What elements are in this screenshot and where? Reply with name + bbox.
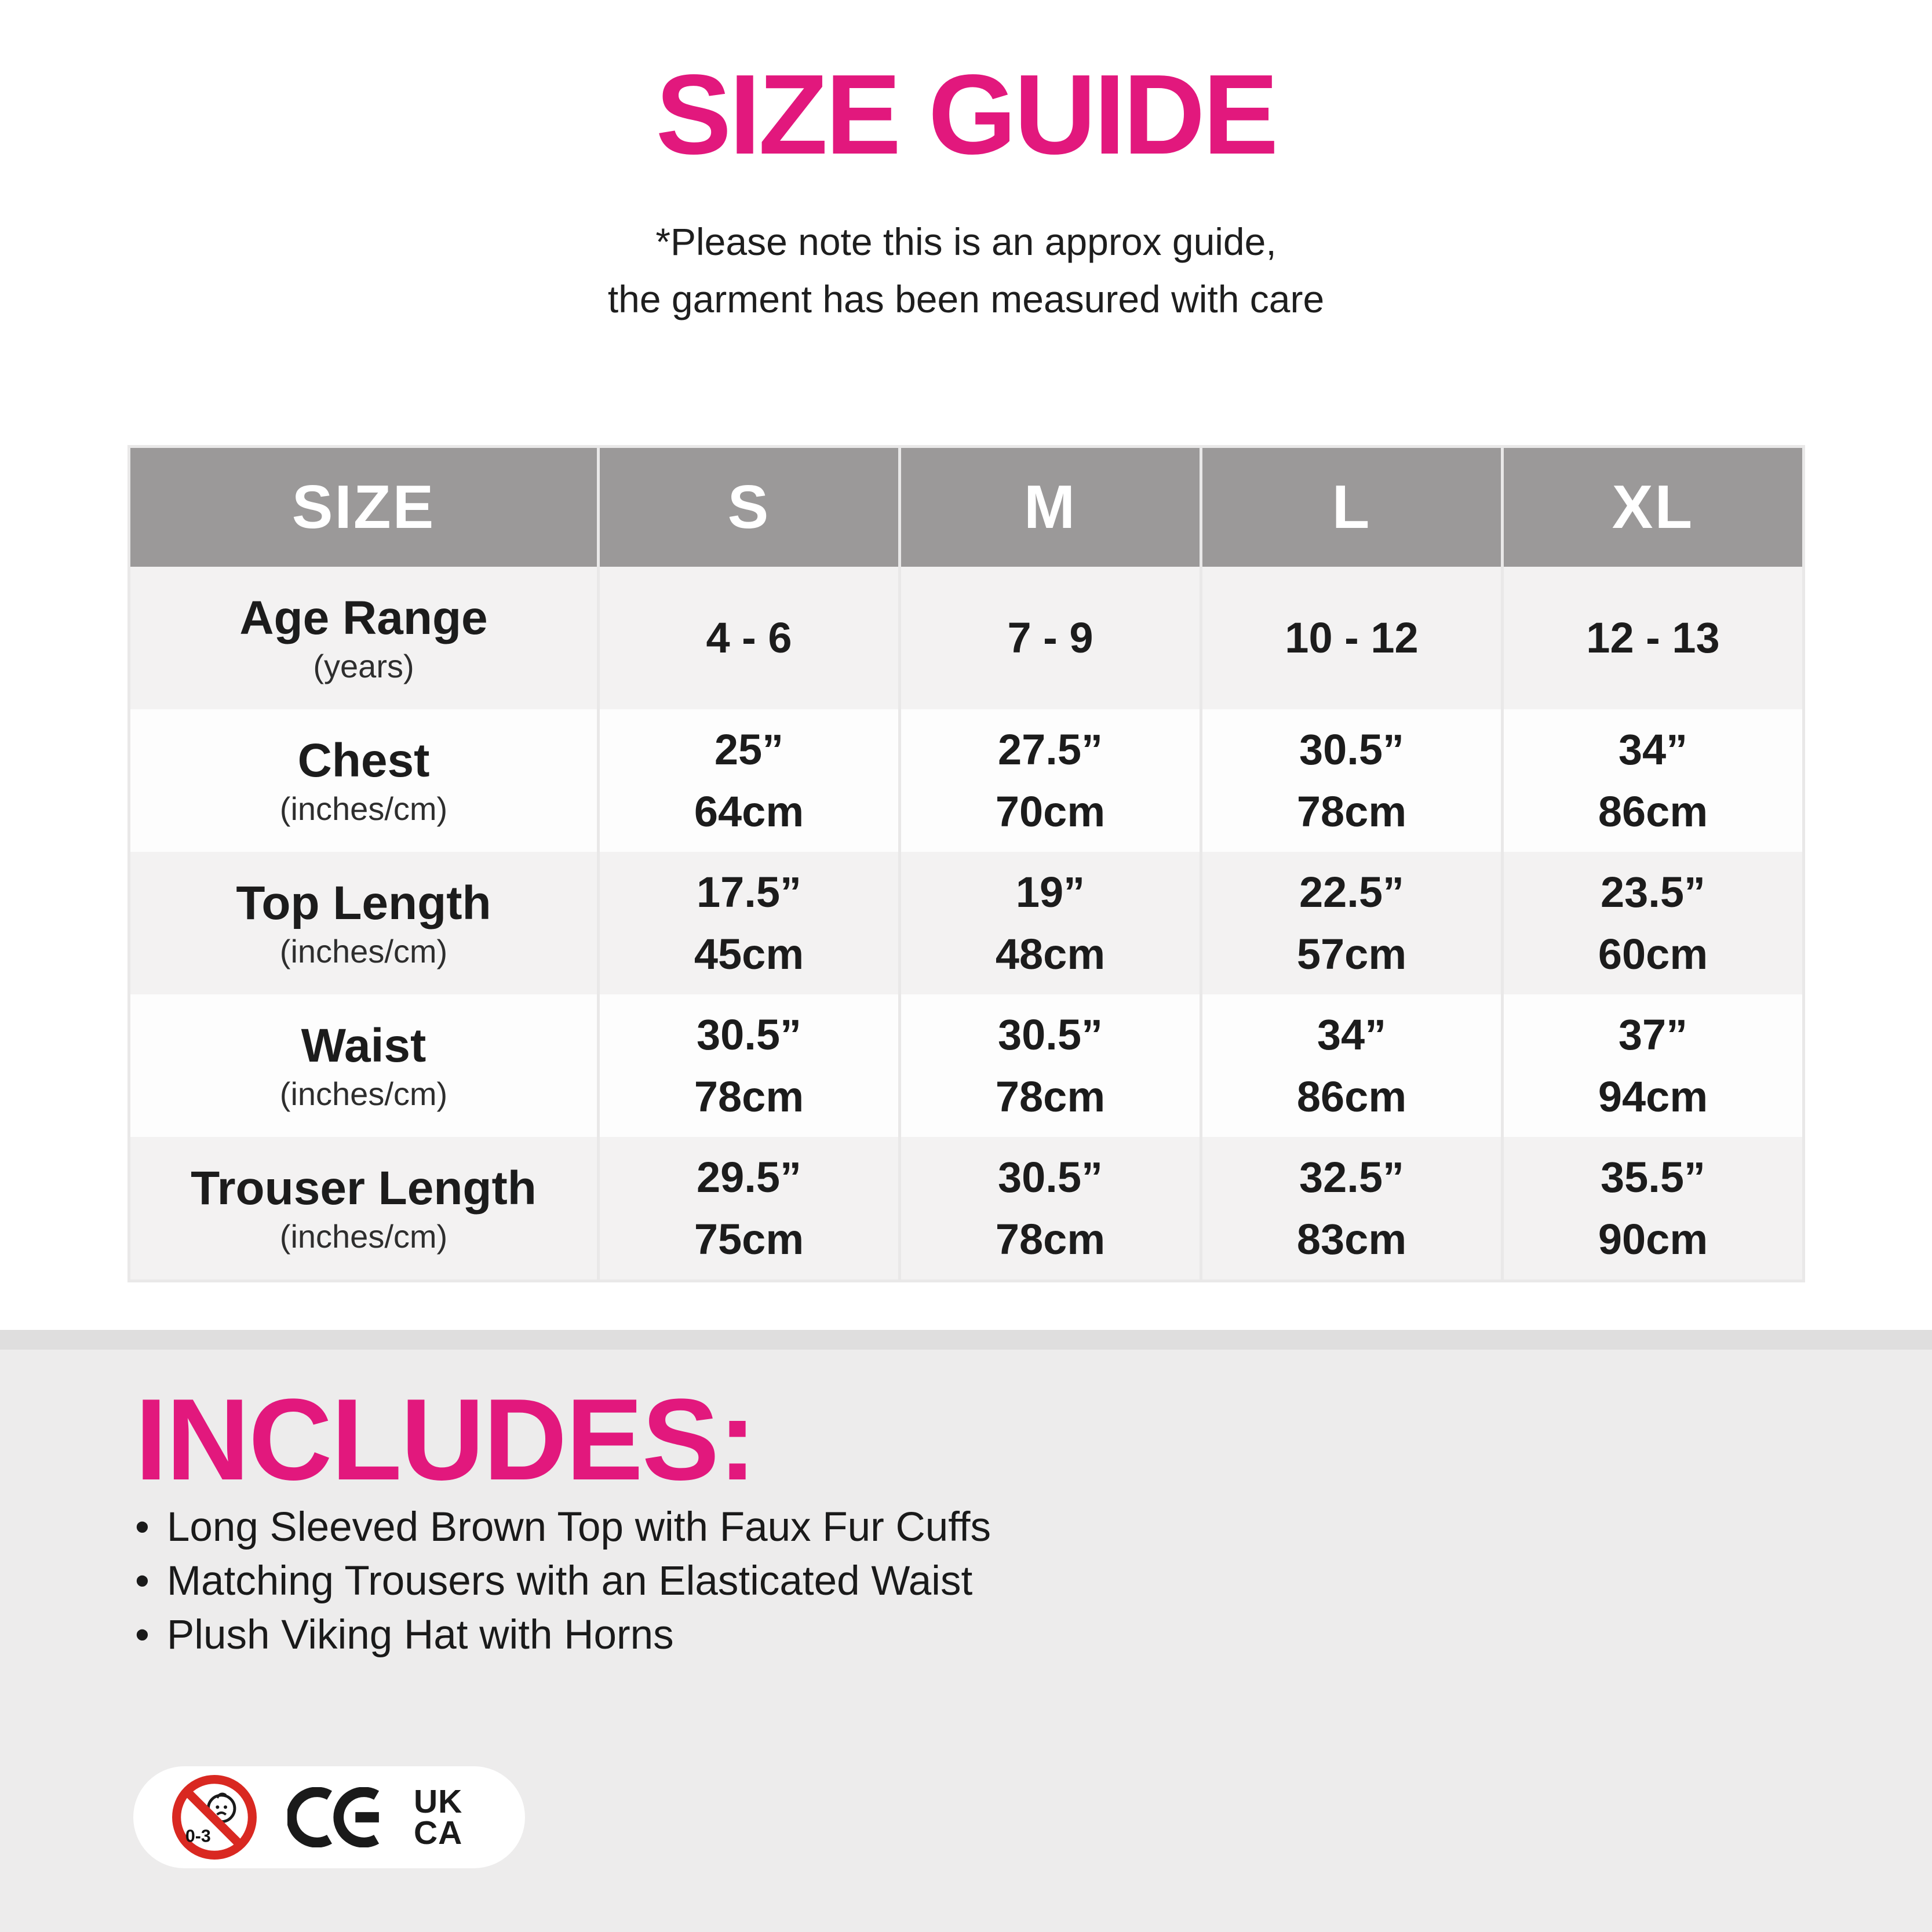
size-cell: 30.5” 78cm	[898, 994, 1201, 1137]
age-warning-label: 0-3	[185, 1827, 211, 1846]
size-cell: 27.5” 70cm	[898, 709, 1201, 852]
row-sublabel: (inches/cm)	[279, 1218, 448, 1255]
row-label: Age Range	[239, 592, 488, 645]
table-row-age-range: Age Range (years) 4 - 6 7 - 9 10 - 12 12…	[129, 567, 1804, 709]
size-cell: 34” 86cm	[1200, 994, 1503, 1137]
row-sublabel: (inches/cm)	[279, 933, 448, 970]
table-row-top-length: Top Length (inches/cm) 17.5” 45cm 19” 48cm…	[129, 852, 1804, 994]
size-cell: 10 - 12	[1200, 567, 1503, 709]
ukca-line-1: UK	[414, 1782, 463, 1820]
size-cell: 30.5” 78cm	[898, 1137, 1201, 1281]
column-header-l: L	[1200, 446, 1503, 567]
size-cell: 34” 86cm	[1501, 709, 1804, 852]
column-header-size: SIZE	[129, 446, 599, 567]
list-item-text: Plush Viking Hat with Horns	[166, 1612, 674, 1658]
size-cell: 29.5” 75cm	[597, 1137, 900, 1281]
includes-heading: INCLUDES:	[135, 1375, 757, 1504]
ukca-mark-icon: UK CA	[414, 1782, 463, 1851]
size-cell: 22.5” 57cm	[1200, 852, 1503, 994]
ukca-line-2: CA	[414, 1814, 463, 1851]
size-cell: 30.5” 78cm	[597, 994, 900, 1137]
size-cell: 25” 64cm	[597, 709, 900, 852]
row-header-cell: Age Range (years)	[129, 567, 599, 709]
column-header-m: M	[898, 446, 1201, 567]
bullet-icon: •	[135, 1504, 150, 1550]
table-row-trouser-length: Trouser Length (inches/cm) 29.5” 75cm 30.…	[129, 1137, 1804, 1281]
row-sublabel: (inches/cm)	[279, 790, 448, 828]
list-item: • Long Sleeved Brown Top with Faux Fur C…	[135, 1507, 991, 1548]
size-cell: 32.5” 83cm	[1200, 1137, 1503, 1281]
list-item: • Plush Viking Hat with Horns	[135, 1614, 991, 1656]
size-cell: 17.5” 45cm	[597, 852, 900, 994]
row-sublabel: (years)	[313, 648, 414, 685]
certification-badges: 0-3 UK CA	[133, 1766, 525, 1868]
row-label: Waist	[301, 1019, 427, 1073]
column-header-s: S	[597, 446, 900, 567]
size-cell: 23.5” 60cm	[1501, 852, 1804, 994]
row-sublabel: (inches/cm)	[279, 1076, 448, 1113]
size-cell: 7 - 9	[898, 567, 1201, 709]
section-divider	[0, 1330, 1932, 1350]
list-item: • Matching Trousers with an Elasticated …	[135, 1561, 991, 1602]
page-title: SIZE GUIDE	[655, 51, 1279, 178]
bullet-icon: •	[135, 1558, 150, 1604]
row-header-cell: Trouser Length (inches/cm)	[129, 1137, 599, 1281]
bullet-icon: •	[135, 1612, 150, 1658]
row-header-cell: Top Length (inches/cm)	[129, 852, 599, 994]
includes-list: • Long Sleeved Brown Top with Faux Fur C…	[135, 1507, 991, 1668]
subtitle-line-2: the garment has been measured with care	[607, 278, 1325, 320]
size-cell: 4 - 6	[597, 567, 900, 709]
column-header-xl: XL	[1501, 446, 1804, 567]
list-item-text: Matching Trousers with an Elasticated Wa…	[166, 1558, 973, 1604]
row-header-cell: Waist (inches/cm)	[129, 994, 599, 1137]
header-row: SIZE S M L XL	[129, 446, 1804, 567]
row-label: Trouser Length	[191, 1162, 537, 1215]
size-cell: 35.5” 90cm	[1501, 1137, 1804, 1281]
size-cell: 19” 48cm	[898, 852, 1201, 994]
ce-mark-icon	[287, 1787, 385, 1847]
size-cell: 37” 94cm	[1501, 994, 1804, 1137]
table-row-waist: Waist (inches/cm) 30.5” 78cm 30.5” 78cm 34…	[129, 994, 1804, 1137]
size-cell: 12 - 13	[1501, 567, 1804, 709]
row-header-cell: Chest (inches/cm)	[129, 709, 599, 852]
size-table: SIZE S M L XL Age Range (years) 4 - 6 7 …	[127, 445, 1805, 1282]
table-row-chest: Chest (inches/cm) 25” 64cm 27.5” 70cm 30.5…	[129, 709, 1804, 852]
subtitle-line-1: *Please note this is an approx guide,	[655, 220, 1277, 263]
not-suitable-0-3-icon: 0-3	[170, 1773, 258, 1861]
size-cell: 30.5” 78cm	[1200, 709, 1503, 852]
row-label: Chest	[297, 734, 430, 788]
subtitle: *Please note this is an approx guide, th…	[0, 213, 1932, 328]
row-label: Top Length	[236, 877, 491, 930]
list-item-text: Long Sleeved Brown Top with Faux Fur Cuf…	[166, 1504, 991, 1550]
